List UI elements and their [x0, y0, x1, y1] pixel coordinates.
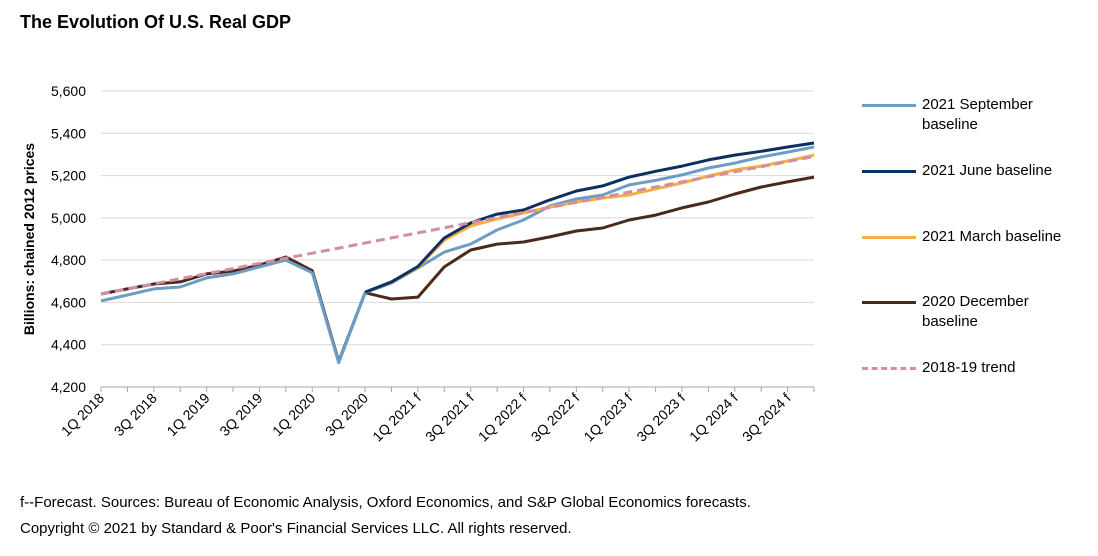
x-tick-label: 3Q 2022 f	[528, 390, 583, 445]
x-tick-label: 3Q 2024 f	[739, 390, 794, 445]
x-tick-label: 3Q 2018	[111, 390, 160, 439]
x-axis: 1Q 2018 3Q 2018 1Q 2019 3Q 2019 1Q 2020 3Q 20…	[58, 386, 815, 445]
y-tick-label: 5,000	[51, 210, 86, 226]
legend-item: 2021 September baseline	[862, 96, 1062, 135]
copyright-note: Copyright © 2021 by Standard & Poor's Fi…	[20, 520, 572, 537]
legend-swatch	[862, 98, 916, 112]
x-tick-label: 3Q 2019	[216, 390, 265, 439]
legend-label: 2020 December baseline	[922, 293, 1029, 330]
legend-item: 2020 December baseline	[862, 293, 1062, 332]
x-tick-label: 1Q 2024 f	[686, 390, 741, 445]
legend-swatch	[862, 361, 916, 375]
y-tick-label: 4,400	[51, 337, 86, 353]
x-tick-label: 1Q 2019	[163, 390, 212, 439]
legend-swatch	[862, 295, 916, 309]
legend-item: 2021 March baseline	[862, 228, 1062, 247]
legend-swatch	[862, 164, 916, 178]
chart-title: The Evolution Of U.S. Real GDP	[20, 12, 292, 32]
x-tick-label: 3Q 2023 f	[633, 390, 688, 445]
legend-item: 2018-19 trend	[862, 359, 1062, 378]
y-tick-label: 4,800	[51, 252, 86, 268]
x-tick-label: 1Q 2023 f	[580, 390, 635, 445]
y-tick-label: 4,200	[51, 379, 86, 395]
gridlines	[101, 90, 814, 346]
series-line-2021-june-baseline	[364, 141, 815, 294]
y-tick-label: 5,200	[51, 168, 86, 184]
legend-label: 2021 September baseline	[922, 96, 1033, 133]
y-tick-label: 4,600	[51, 294, 86, 310]
legend-label: 2018-19 trend	[922, 359, 1016, 376]
series-lines	[100, 141, 815, 365]
legend-label: 2021 June baseline	[922, 162, 1053, 179]
y-tick-label: 5,600	[51, 83, 86, 99]
y-axis: 4,200 4,400 4,600 4,800 5,000 5,200 5,400 5,600	[51, 83, 86, 395]
x-tick-label: 1Q 2021 f	[369, 390, 424, 445]
legend-item: 2021 June baseline	[862, 162, 1062, 181]
legend-label: 2021 March baseline	[922, 228, 1062, 245]
x-tick-label: 3Q 2020	[322, 390, 371, 439]
series-line-2020-december-baseline	[100, 175, 815, 364]
y-tick-label: 5,400	[51, 125, 86, 141]
x-tick-label: 1Q 2022 f	[475, 390, 530, 445]
x-tick-label: 1Q 2020	[269, 390, 318, 439]
source-note: f--Forecast. Sources: Bureau of Economic…	[20, 494, 751, 511]
x-tick-label: 3Q 2021 f	[422, 390, 477, 445]
y-axis-title: Billions: chained 2012 prices	[21, 143, 37, 335]
series-line-2018-19-trend	[100, 155, 815, 296]
legend-swatch	[862, 230, 916, 244]
series-line-2021-september-baseline	[100, 145, 815, 365]
x-tick-label: 1Q 2018	[58, 390, 107, 439]
footer: f--Forecast. Sources: Bureau of Economic…	[20, 490, 751, 542]
